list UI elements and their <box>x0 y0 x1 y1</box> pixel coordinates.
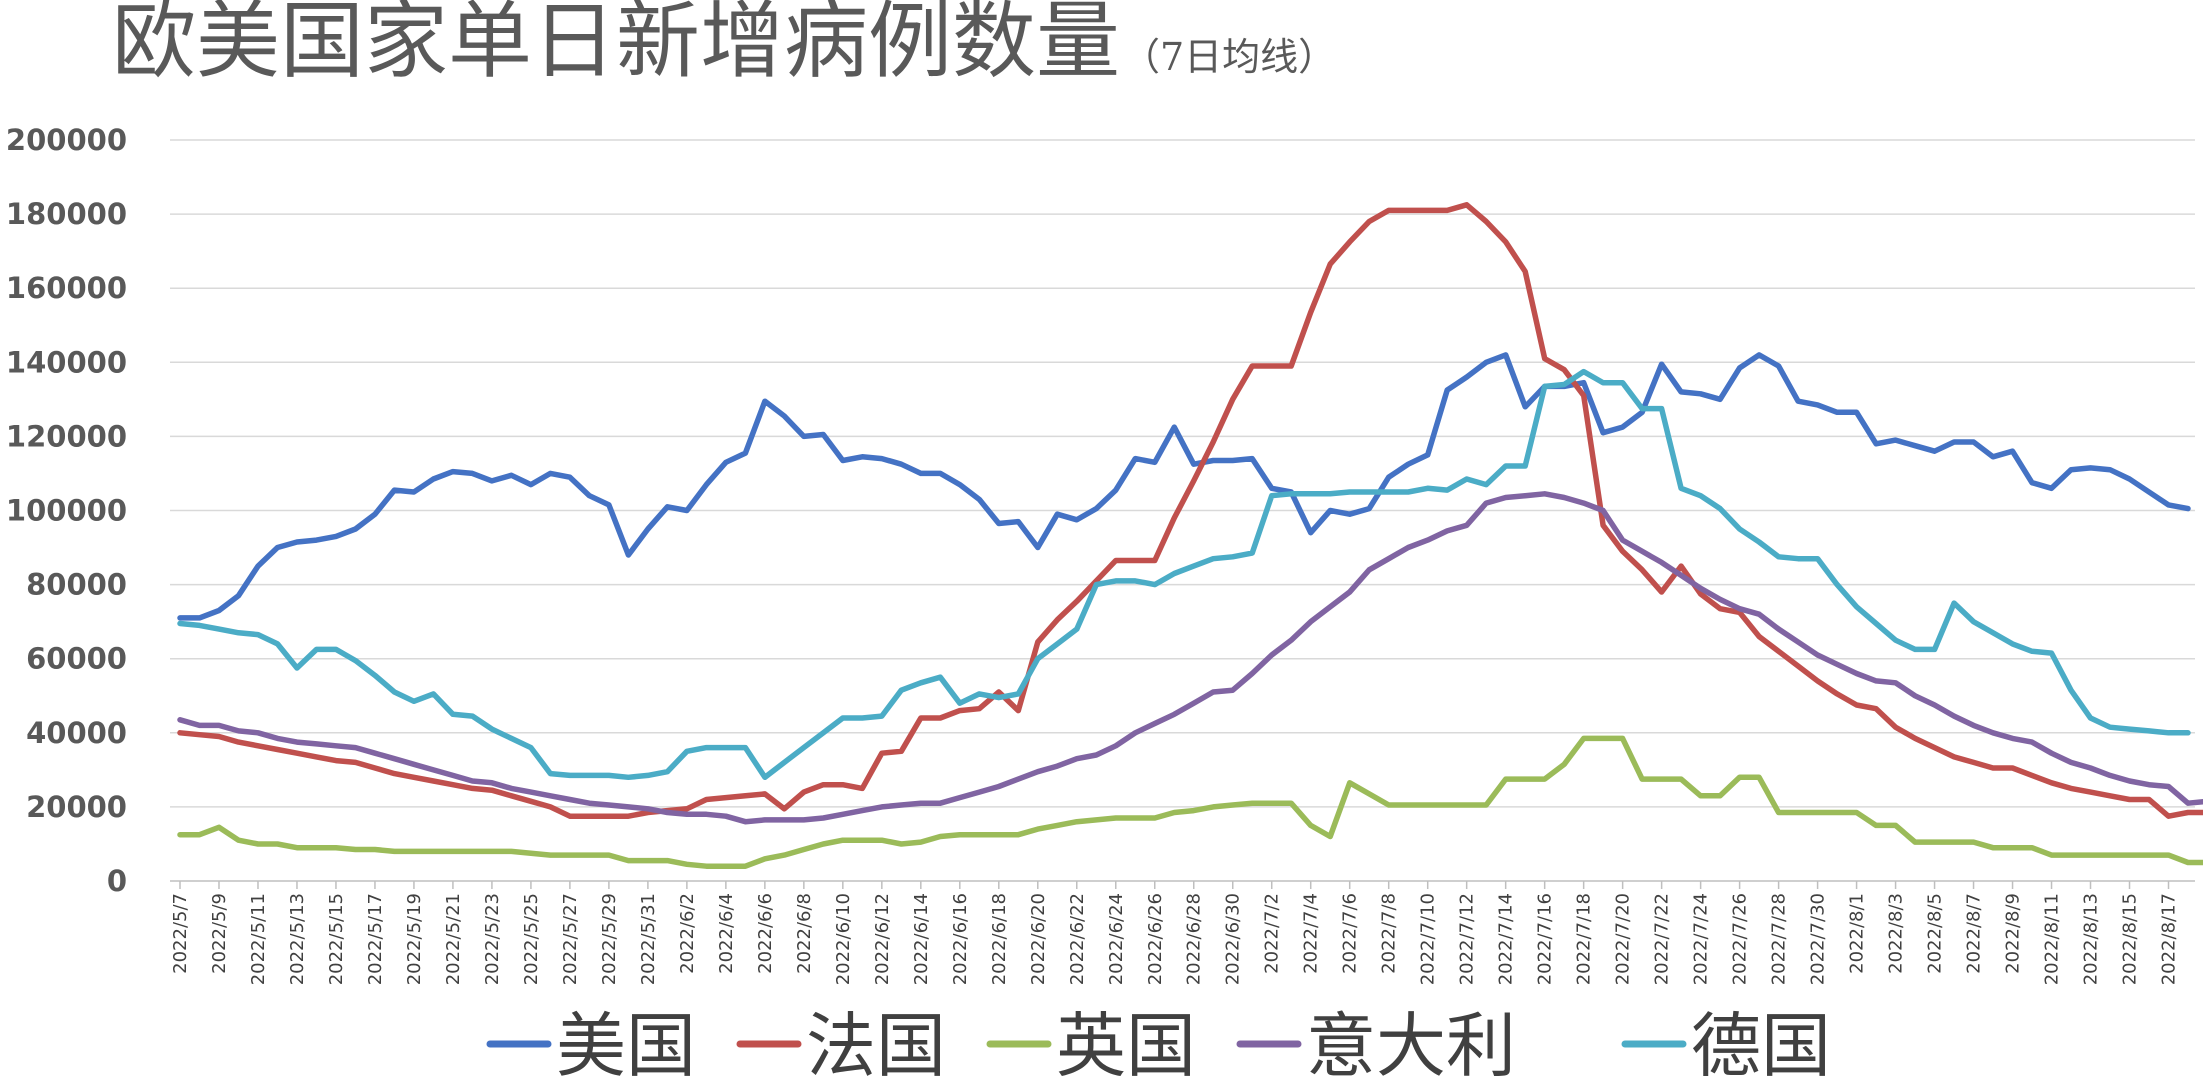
y-tick-label: 160000 <box>6 271 127 305</box>
x-tick-label: 2022/5/25 <box>521 893 542 985</box>
x-tick-label: 2022/5/17 <box>365 893 386 985</box>
x-tick-label: 2022/7/12 <box>1457 893 1478 985</box>
legend-label: 美国 <box>556 1005 696 1087</box>
x-tick-label: 2022/5/9 <box>209 893 230 974</box>
x-tick-label: 2022/8/5 <box>1925 893 1946 974</box>
y-tick-label: 100000 <box>6 494 127 528</box>
x-tick-label: 2022/8/13 <box>2081 893 2102 985</box>
x-tick-label: 2022/7/4 <box>1301 893 1322 974</box>
x-tick-label: 2022/7/30 <box>1808 893 1829 985</box>
x-tick-label: 2022/6/2 <box>677 893 698 974</box>
x-tick-label: 2022/7/26 <box>1730 893 1751 985</box>
x-tick-label: 2022/6/12 <box>872 893 893 985</box>
x-tick-label: 2022/8/9 <box>2003 893 2024 974</box>
x-tick-label: 2022/5/19 <box>404 893 425 985</box>
series-line-法国 <box>177 202 2203 819</box>
y-tick-label: 140000 <box>6 345 127 379</box>
x-tick-label: 2022/6/8 <box>794 893 815 974</box>
x-tick-label: 2022/5/11 <box>248 893 269 985</box>
y-tick-label: 0 <box>107 864 127 898</box>
x-tick-label: 2022/5/27 <box>560 893 581 985</box>
x-tick-label: 2022/5/7 <box>170 893 191 974</box>
x-tick-label: 2022/8/17 <box>2159 893 2180 985</box>
x-tick-label: 2022/5/31 <box>638 893 659 985</box>
series-line-美国 <box>177 352 2191 621</box>
gridlines <box>170 139 2195 882</box>
x-tick-label: 2022/8/15 <box>2120 893 2141 985</box>
x-tick-label: 2022/8/7 <box>1964 893 1985 974</box>
x-tick-label: 2022/6/20 <box>1028 893 1049 985</box>
y-tick-label: 200000 <box>6 123 127 157</box>
legend-label: 意大利 <box>1306 1005 1516 1087</box>
x-tick-label: 2022/6/24 <box>1106 893 1127 985</box>
legend-label: 德国 <box>1691 1005 1831 1087</box>
x-tick-label: 2022/7/8 <box>1379 893 1400 974</box>
x-tick-label: 2022/7/18 <box>1574 893 1595 985</box>
chart-subtitle: （7日均线） <box>1122 35 1336 79</box>
x-tick-label: 2022/7/24 <box>1691 893 1712 985</box>
y-tick-label: 40000 <box>26 716 127 750</box>
y-tick-label: 20000 <box>26 790 127 824</box>
series-line-德国 <box>177 368 2191 781</box>
x-tick-label: 2022/7/28 <box>1769 893 1790 985</box>
chart-title: 欧美国家单日新增病例数量 <box>112 0 1120 90</box>
x-tick-label: 2022/6/4 <box>716 893 737 974</box>
legend-label: 法国 <box>806 1005 946 1087</box>
x-axis: 2022/5/7 2022/5/9 2022/5/11 2022/5/13 2022/5… <box>170 881 2180 985</box>
x-tick-label: 2022/7/16 <box>1535 893 1556 985</box>
series-line-英国 <box>177 735 2203 869</box>
x-tick-label: 2022/6/28 <box>1184 893 1205 985</box>
x-tick-label: 2022/6/18 <box>989 893 1010 985</box>
y-axis: 0 20000 40000 60000 80000 100000 120000 140000 1… <box>6 123 127 898</box>
x-tick-label: 2022/6/16 <box>950 893 971 985</box>
x-tick-label: 2022/6/14 <box>911 893 932 985</box>
x-tick-label: 2022/7/22 <box>1652 893 1673 985</box>
x-tick-label: 2022/6/10 <box>833 893 854 985</box>
plot-area <box>177 202 2203 869</box>
x-tick-label: 2022/5/23 <box>482 893 503 985</box>
x-tick-label: 2022/6/30 <box>1223 893 1244 985</box>
y-tick-label: 80000 <box>26 568 127 602</box>
x-tick-label: 2022/6/26 <box>1145 893 1166 985</box>
x-tick-label: 2022/7/20 <box>1613 893 1634 985</box>
x-tick-label: 2022/7/10 <box>1418 893 1439 985</box>
x-tick-label: 2022/5/13 <box>287 893 308 985</box>
x-tick-label: 2022/5/15 <box>326 893 347 985</box>
x-tick-label: 2022/8/1 <box>1847 893 1868 974</box>
legend: 美国 法国 英国 意大利 德国 <box>486 1005 1831 1087</box>
x-tick-label: 2022/5/29 <box>599 893 620 985</box>
x-tick-label: 2022/8/11 <box>2042 893 2063 985</box>
y-tick-label: 180000 <box>6 197 127 231</box>
x-tick-label: 2022/6/22 <box>1067 893 1088 985</box>
x-tick-label: 2022/7/2 <box>1262 893 1283 974</box>
series-line-意大利 <box>177 491 2203 825</box>
x-tick-label: 2022/7/14 <box>1496 893 1517 985</box>
x-tick-label: 2022/7/6 <box>1340 893 1361 974</box>
y-tick-label: 60000 <box>26 642 127 676</box>
x-tick-label: 2022/5/21 <box>443 893 464 985</box>
legend-label: 英国 <box>1056 1005 1196 1087</box>
x-tick-label: 2022/6/6 <box>755 893 776 974</box>
y-tick-label: 120000 <box>6 419 127 453</box>
x-tick-label: 2022/8/3 <box>1886 893 1907 974</box>
